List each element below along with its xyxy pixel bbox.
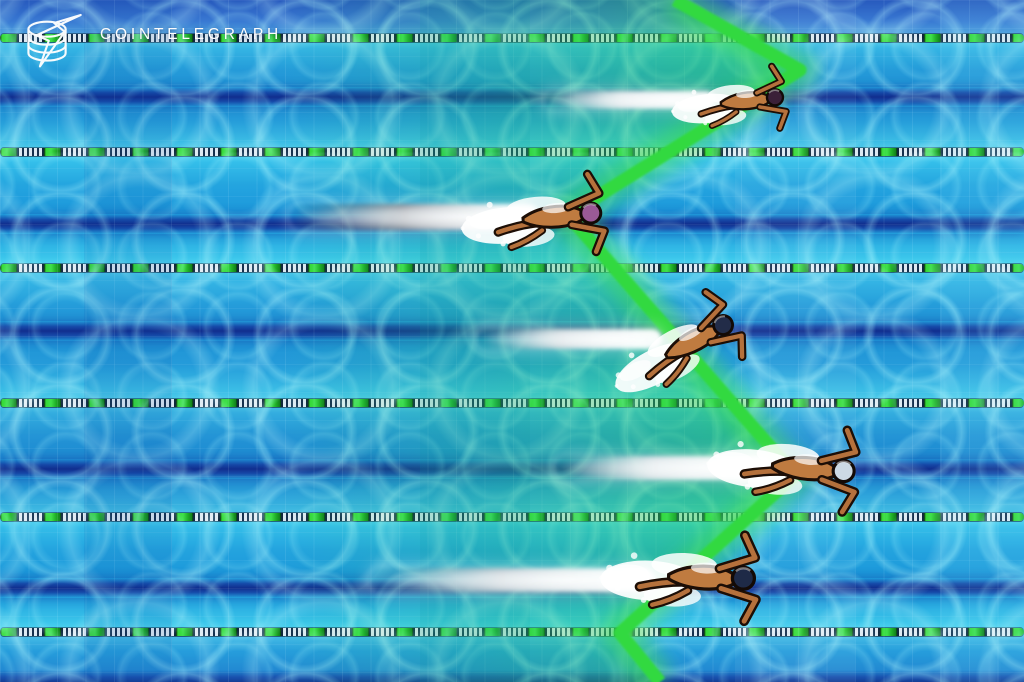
swim-cap bbox=[712, 314, 734, 336]
swimmer-lane-3 bbox=[589, 254, 801, 427]
brand-wordmark: COINTELEGRAPH bbox=[100, 26, 283, 43]
wake-streak bbox=[545, 91, 715, 109]
swimmer-lane-4 bbox=[699, 408, 917, 531]
swimmer-figure bbox=[599, 530, 761, 627]
swimmer-figure bbox=[460, 169, 609, 257]
swimmer-figure bbox=[671, 62, 790, 132]
swimmer-body bbox=[493, 169, 609, 257]
cointelegraph-branding: COINTELEGRAPH bbox=[24, 10, 282, 82]
swimmer-lane-1 bbox=[664, 53, 831, 149]
swim-cap bbox=[579, 201, 603, 225]
swimmer-body bbox=[644, 288, 747, 389]
swimmer-figure bbox=[706, 425, 861, 517]
swimmer-lane-2 bbox=[453, 158, 661, 275]
swimmer-body bbox=[634, 530, 761, 627]
swim-cap bbox=[730, 565, 757, 591]
cointelegraph-logo-icon bbox=[27, 13, 82, 68]
swim-cap bbox=[831, 458, 856, 484]
swimmer-body bbox=[697, 62, 790, 132]
swim-cap bbox=[765, 88, 785, 107]
swimmer-figure bbox=[614, 288, 747, 393]
swimmer-body bbox=[739, 425, 861, 517]
swimmer-lane-5 bbox=[594, 519, 818, 637]
wake-streak bbox=[478, 329, 662, 349]
